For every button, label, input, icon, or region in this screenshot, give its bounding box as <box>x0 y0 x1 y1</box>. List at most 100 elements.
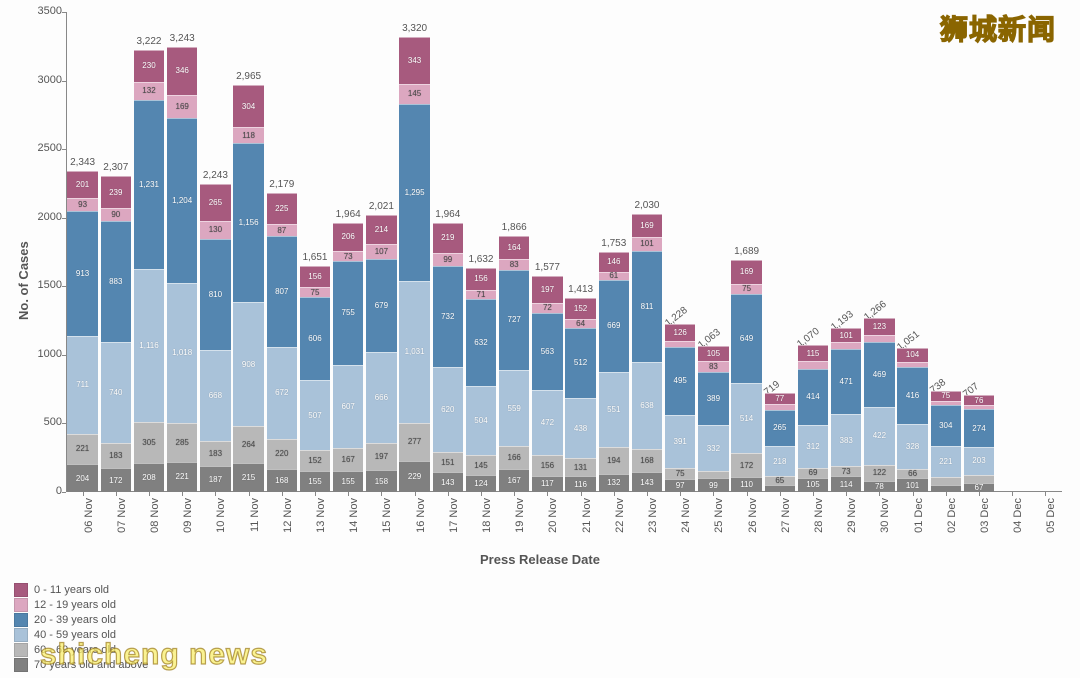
bar-segment-label: 151 <box>441 459 454 467</box>
bar-segment-label: 132 <box>607 479 620 487</box>
bar-segment-s70: 204 <box>67 464 98 492</box>
bar-segment-label: 187 <box>209 476 222 484</box>
bar-segment-s70: 215 <box>233 463 264 492</box>
bar-segment-label: 208 <box>142 474 155 482</box>
bar-segment-label: 559 <box>508 405 521 413</box>
bar-segment-label: 551 <box>607 406 620 414</box>
bar-segment-s40: 221 <box>931 446 962 476</box>
bar-segment-s12: 130 <box>200 221 231 239</box>
bar-segment-s0: 197 <box>532 276 563 303</box>
bar-segment-label: 221 <box>176 473 189 481</box>
y-tick-label: 3000 <box>4 74 62 86</box>
bar-segment-s70: 158 <box>366 470 397 492</box>
bar-segment-s60: 151 <box>433 452 464 473</box>
bar-segment-s70: 143 <box>433 472 464 492</box>
bar-segment-label: 239 <box>109 189 122 197</box>
x-tick-label: 27 Nov <box>780 498 792 543</box>
x-tick <box>913 492 914 496</box>
x-tick <box>879 492 880 496</box>
bar-segment-s12: 83 <box>499 259 530 270</box>
bar-segment-s20: 265 <box>765 410 796 446</box>
bar-segment-label: 73 <box>842 468 851 476</box>
legend-label: 12 - 19 years old <box>34 599 116 611</box>
x-tick-label: 07 Nov <box>116 498 128 543</box>
bar-segment-label: 1,156 <box>239 219 259 227</box>
bar-segment-s0: 156 <box>466 268 497 289</box>
bar-segment-s12: 73 <box>333 251 364 261</box>
bar-segment-s20: 732 <box>433 266 464 366</box>
bar-segment-label: 1,204 <box>172 197 192 205</box>
bar-total-label: 1,413 <box>563 284 598 295</box>
bar-segment-s20: 274 <box>964 409 995 447</box>
x-tick-label: 21 Nov <box>581 498 593 543</box>
bar-segment-label: 156 <box>474 275 487 283</box>
bar-segment-label: 122 <box>873 469 886 477</box>
bar-total-label: 1,651 <box>298 252 333 263</box>
bar-segment-label: 126 <box>674 329 687 337</box>
x-tick-label: 25 Nov <box>713 498 725 543</box>
x-tick <box>680 492 681 496</box>
bar-segment-s60: 69 <box>798 468 829 477</box>
x-tick <box>747 492 748 496</box>
bar-segment-s20: 469 <box>864 342 895 406</box>
bar-segment-label: 156 <box>541 462 554 470</box>
bar-segment-label: 304 <box>939 422 952 430</box>
bar-total-label: 3,243 <box>165 33 200 44</box>
bar-segment-label: 83 <box>709 363 718 371</box>
legend-label: 20 - 39 years old <box>34 614 116 626</box>
bar-segment-s20: 471 <box>831 349 862 414</box>
x-tick-label: 14 Nov <box>348 498 360 543</box>
bar-segment-s60 <box>931 477 962 485</box>
bar-segment-s60: 277 <box>399 423 430 461</box>
bar-segment-s20: 414 <box>798 369 829 426</box>
bar-segment-s12 <box>964 405 995 409</box>
bar-segment-s70: 67 <box>964 483 995 492</box>
bar-segment-label: 332 <box>707 445 720 453</box>
bar-segment-label: 167 <box>342 456 355 464</box>
bar-segment-s70: 101 <box>897 478 928 492</box>
bar-segment-s40: 218 <box>765 446 796 476</box>
bar-segment-label: 107 <box>375 248 388 256</box>
bar-segment-s70: 116 <box>565 476 596 492</box>
x-tick <box>481 492 482 496</box>
bar-total-label: 2,243 <box>198 170 233 181</box>
bar-segment-label: 61 <box>609 272 618 280</box>
legend-item: 12 - 19 years old <box>14 597 148 612</box>
bar-segment-label: 67 <box>975 484 984 492</box>
bar-segment-s40: 472 <box>532 390 563 455</box>
bar-segment-s70: 155 <box>333 471 364 492</box>
bar-segment-s12: 87 <box>267 224 298 236</box>
bar-segment-s40: 332 <box>698 425 729 471</box>
bar-segment-label: 305 <box>142 439 155 447</box>
x-tick-label: 12 Nov <box>282 498 294 543</box>
bar-segment-s40: 908 <box>233 302 264 427</box>
bar-segment-s0: 76 <box>964 395 995 405</box>
x-tick <box>182 492 183 496</box>
bar-segment-label: 469 <box>873 371 886 379</box>
bar-segment-s60: 221 <box>67 434 98 464</box>
bar-segment-s60 <box>698 471 729 479</box>
bar-segment-label: 105 <box>707 350 720 358</box>
bar-segment-label: 124 <box>474 480 487 488</box>
bar-segment-s70: 143 <box>632 472 663 492</box>
bar-segment-label: 155 <box>308 478 321 486</box>
bar-segment-label: 666 <box>375 394 388 402</box>
bar-total-label: 3,320 <box>397 23 432 34</box>
bar-segment-label: 114 <box>840 481 853 489</box>
bar-segment-s40: 328 <box>897 424 928 469</box>
bar-segment-label: 472 <box>541 419 554 427</box>
bar-segment-s60: 75 <box>665 468 696 478</box>
bar-segment-label: 514 <box>740 415 753 423</box>
bar-segment-s0: 152 <box>565 298 596 319</box>
bar-total-label: 2,307 <box>99 162 134 173</box>
bar-segment-label: 71 <box>477 291 486 299</box>
bar-segment-s12: 107 <box>366 244 397 259</box>
bar-segment-label: 471 <box>840 378 853 386</box>
x-tick-label: 20 Nov <box>547 498 559 543</box>
bar-segment-label: 219 <box>441 234 454 242</box>
legend-swatch <box>14 598 28 612</box>
bar-segment-s20: 416 <box>897 367 928 424</box>
bar-segment-s20: 389 <box>698 372 729 425</box>
bar-segment-s12: 169 <box>167 95 198 118</box>
bar-segment-s60: 167 <box>333 448 364 471</box>
